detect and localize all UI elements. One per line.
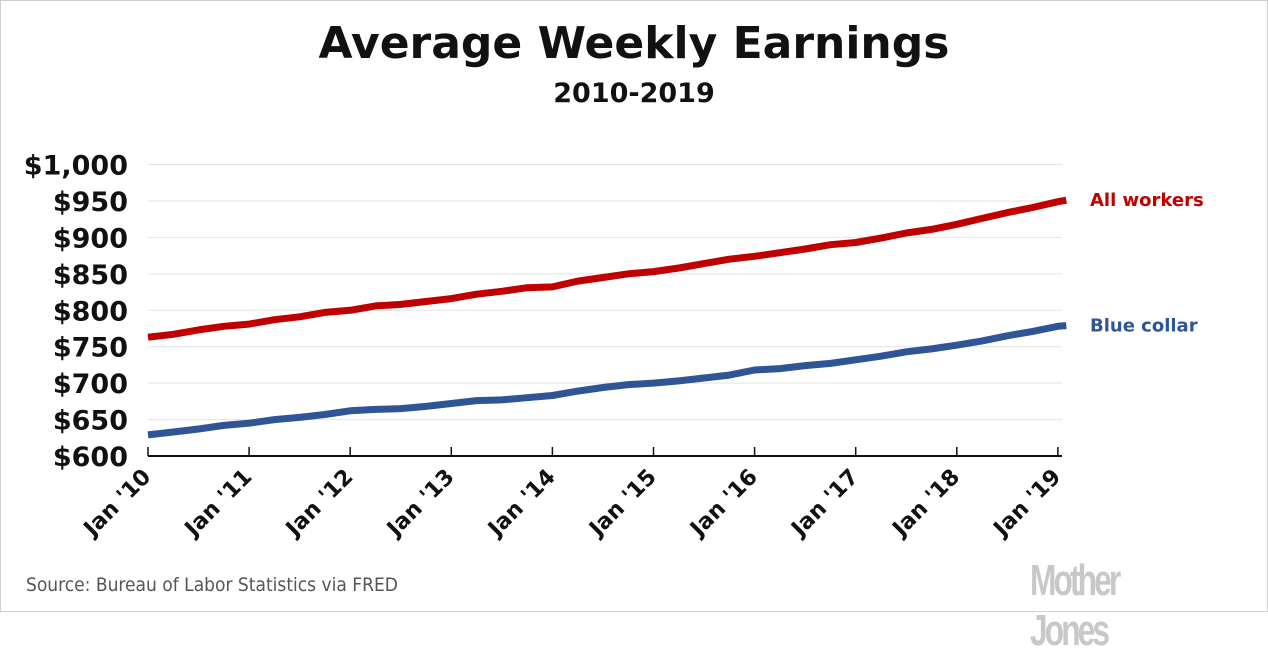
line-chart: $600 $650 $700 $750 $800 $850 $900 $950 $1,000 Al…: [24, 151, 1204, 543]
x-tick-label: Jan '19: [988, 465, 1066, 543]
x-tick-label: Jan '15: [583, 465, 661, 543]
x-tick-label: Jan '12: [280, 465, 358, 543]
x-tick-label: Jan '16: [685, 465, 763, 543]
mother-jones-logo: Mother Jones: [1030, 556, 1121, 655]
y-tick-label: $700: [53, 369, 128, 400]
y-tick-label: $650: [53, 406, 128, 437]
y-tick-label: $600: [53, 442, 128, 473]
x-tick-label: Jan '11: [179, 465, 257, 543]
y-tick-label: $1,000: [24, 151, 128, 182]
series-line-all-workers: [147, 196, 1067, 341]
x-tick-label: Jan '17: [786, 465, 864, 543]
y-tick-label: $950: [53, 187, 128, 218]
x-tick-label: Jan '18: [887, 465, 965, 543]
y-tick-label: $850: [53, 260, 128, 291]
source-note: Source: Bureau of Labor Statistics via F…: [26, 574, 398, 596]
x-tick-label: Jan '10: [78, 465, 156, 543]
y-tick-label: $800: [53, 296, 128, 327]
series-label: Blue collar: [1090, 316, 1198, 337]
y-tick-label: $900: [53, 223, 128, 254]
chart-title: Average Weekly Earnings: [318, 18, 950, 69]
series-line-blue-collar: [147, 322, 1067, 439]
x-tick-label: Jan '13: [381, 465, 459, 543]
chart-subtitle: 2010-2019: [553, 78, 715, 109]
series-label: All workers: [1090, 190, 1204, 211]
x-tick-label: Jan '14: [482, 465, 560, 543]
y-tick-label: $750: [53, 333, 128, 364]
